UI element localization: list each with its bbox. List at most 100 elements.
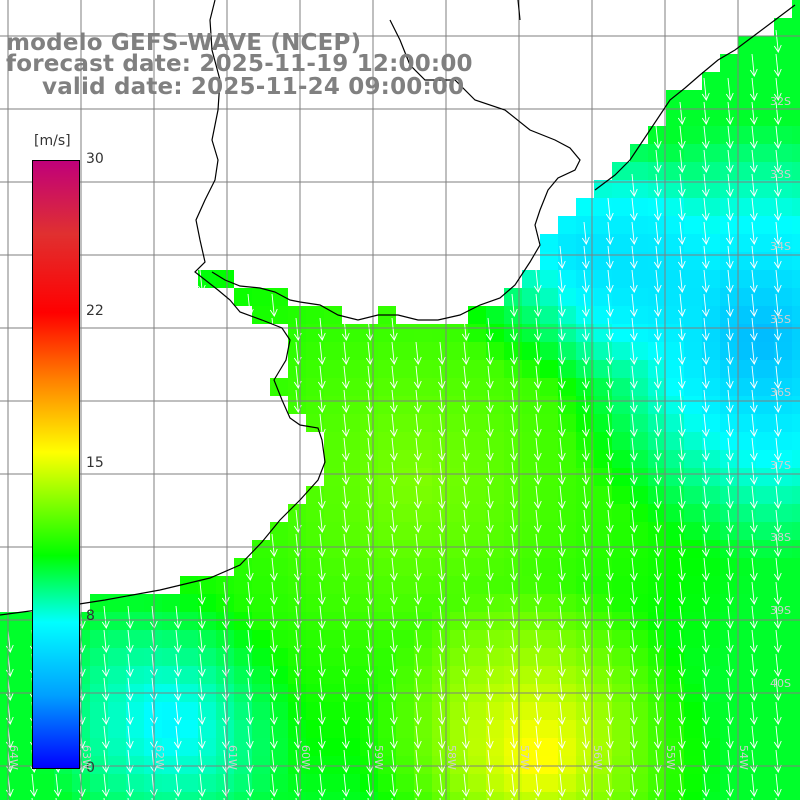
wind-arrow <box>629 701 638 725</box>
wind-arrow <box>245 557 254 581</box>
wind-speed-cell <box>792 486 800 504</box>
wind-speed-cell <box>756 414 774 432</box>
wind-arrow <box>629 605 638 629</box>
wind-arrow <box>773 53 782 77</box>
wind-speed-cell <box>198 702 216 720</box>
wind-speed-cell <box>756 594 774 612</box>
wind-speed-cell <box>630 702 648 720</box>
wind-speed-cell <box>324 396 342 414</box>
wind-speed-cell <box>360 594 378 612</box>
wind-arrow <box>437 557 446 581</box>
wind-speed-cell <box>756 198 774 216</box>
wind-speed-cell <box>576 234 594 252</box>
wind-arrow <box>509 581 518 605</box>
wind-speed-cell <box>702 468 720 486</box>
wind-speed-cell <box>378 756 396 774</box>
wind-speed-cell <box>774 414 792 432</box>
wind-arrow <box>485 725 494 749</box>
wind-speed-cell <box>594 594 612 612</box>
wind-speed-cell <box>702 162 720 180</box>
wind-speed-cell <box>324 594 342 612</box>
wind-speed-cell <box>522 450 540 468</box>
wind-speed-cell <box>324 378 342 396</box>
lat-label: 37S <box>770 459 791 472</box>
wind-speed-cell <box>324 414 342 432</box>
wind-speed-cell <box>90 702 108 720</box>
wind-speed-cell <box>432 594 450 612</box>
wind-speed-cell <box>684 576 702 594</box>
wind-speed-cell <box>432 792 450 800</box>
wind-arrow <box>509 341 518 365</box>
wind-arrow <box>605 221 614 245</box>
wind-arrow <box>701 173 710 197</box>
wind-speed-cell <box>342 468 360 486</box>
wind-speed-cell <box>252 702 270 720</box>
wind-arrow <box>413 581 422 605</box>
colorbar-tick-15: 15 <box>86 455 104 471</box>
wind-arrow <box>533 413 542 437</box>
wind-arrow <box>749 221 758 245</box>
wind-speed-cell <box>504 522 522 540</box>
wind-speed-cell <box>702 378 720 396</box>
wind-speed-cell <box>468 540 486 558</box>
wind-speed-cell <box>252 648 270 666</box>
wind-arrow <box>365 485 374 509</box>
wind-arrow <box>557 509 566 533</box>
wind-speed-cell <box>558 468 576 486</box>
wind-speed-cell <box>522 378 540 396</box>
wind-arrow <box>485 677 494 701</box>
wind-speed-cell <box>792 162 800 180</box>
wind-arrow <box>341 437 350 461</box>
wind-speed-cell <box>792 738 800 756</box>
wind-arrow <box>317 581 326 605</box>
wind-speed-cell <box>756 72 774 90</box>
wind-speed-cell <box>396 378 414 396</box>
wind-speed-cell <box>522 594 540 612</box>
wind-speed-cell <box>216 756 234 774</box>
wind-speed-cell <box>540 324 558 342</box>
wind-speed-cell <box>630 234 648 252</box>
wind-arrow <box>581 581 590 605</box>
wind-speed-cell <box>648 180 666 198</box>
wind-speed-cell <box>720 738 738 756</box>
wind-speed-cell <box>342 702 360 720</box>
wind-arrow <box>653 533 662 557</box>
wind-arrow <box>581 245 590 269</box>
wind-speed-cell <box>414 450 432 468</box>
wind-arrow <box>605 437 614 461</box>
wind-speed-cell <box>612 504 630 522</box>
wind-arrow <box>557 269 566 293</box>
wind-speed-cell <box>306 360 324 378</box>
wind-speed-cell <box>522 306 540 324</box>
wind-speed-cell <box>666 756 684 774</box>
wind-speed-cell <box>720 144 738 162</box>
wind-speed-cell <box>756 558 774 576</box>
wind-arrow <box>557 773 566 797</box>
wind-arrow <box>413 605 422 629</box>
wind-speed-cell <box>450 738 468 756</box>
wind-speed-cell <box>774 198 792 216</box>
wind-speed-cell <box>468 738 486 756</box>
wind-speed-cell <box>522 702 540 720</box>
wind-speed-cell <box>288 666 306 684</box>
wind-speed-cell <box>486 306 504 324</box>
wind-speed-cell <box>684 234 702 252</box>
wind-arrow <box>317 557 326 581</box>
wind-speed-cell <box>594 774 612 792</box>
wind-speed-cell <box>468 558 486 576</box>
wind-speed-cell <box>468 576 486 594</box>
wind-arrow <box>485 773 494 797</box>
wind-speed-cell <box>378 648 396 666</box>
wind-arrow <box>725 509 734 533</box>
wind-speed-cell <box>126 774 144 792</box>
wind-arrow <box>725 725 734 749</box>
wind-arrow <box>773 653 782 677</box>
wind-speed-cell <box>792 468 800 486</box>
wind-arrow <box>533 509 542 533</box>
wind-arrow <box>557 413 566 437</box>
wind-arrow <box>725 461 734 485</box>
wind-speed-cell <box>378 540 396 558</box>
wind-arrow <box>197 653 206 677</box>
wind-speed-cell <box>306 504 324 522</box>
wind-arrow <box>125 605 134 629</box>
